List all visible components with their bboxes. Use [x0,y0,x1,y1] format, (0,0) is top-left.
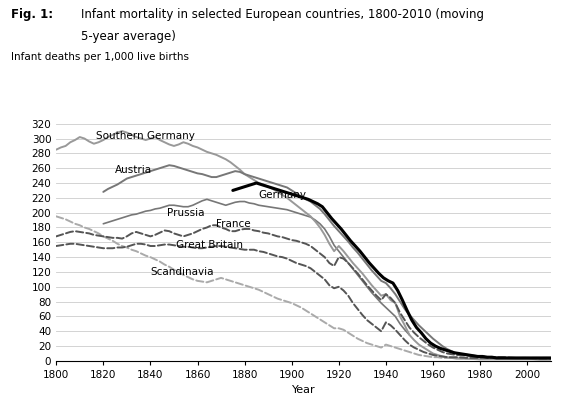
Text: Austria: Austria [115,165,152,175]
Text: 5-year average): 5-year average) [81,30,176,43]
Text: Infant mortality in selected European countries, 1800-2010 (moving: Infant mortality in selected European co… [81,8,484,21]
Text: Germany: Germany [259,190,307,200]
Text: France: France [216,219,251,229]
Text: Infant deaths per 1,000 live births: Infant deaths per 1,000 live births [11,52,189,62]
Text: Southern Germany: Southern Germany [96,131,195,141]
Text: Fig. 1:: Fig. 1: [11,8,53,21]
Text: Scandinavia: Scandinavia [151,267,214,277]
X-axis label: Year: Year [292,385,315,395]
Text: Prussia: Prussia [167,208,205,218]
Text: Great Britain: Great Britain [176,239,243,249]
